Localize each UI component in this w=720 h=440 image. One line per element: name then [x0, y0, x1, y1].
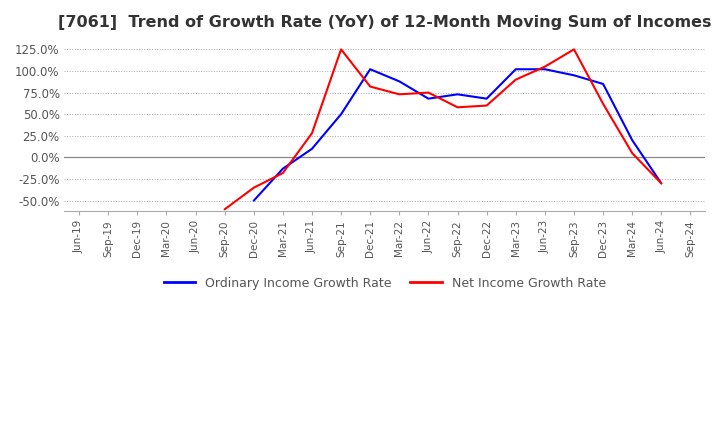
Line: Ordinary Income Growth Rate: Ordinary Income Growth Rate — [253, 69, 662, 201]
Ordinary Income Growth Rate — [424, 96, 433, 101]
Ordinary Income Growth Rate — [482, 96, 491, 101]
Net Income Growth Rate — [395, 92, 404, 97]
Net Income Growth Rate — [453, 105, 462, 110]
Net Income Growth Rate — [628, 150, 636, 156]
Ordinary Income Growth Rate — [337, 112, 346, 117]
Net Income Growth Rate — [511, 77, 520, 82]
Ordinary Income Growth Rate — [599, 81, 608, 87]
Net Income Growth Rate — [570, 47, 578, 52]
Ordinary Income Growth Rate — [453, 92, 462, 97]
Net Income Growth Rate — [541, 64, 549, 69]
Legend: Ordinary Income Growth Rate, Net Income Growth Rate: Ordinary Income Growth Rate, Net Income … — [159, 272, 611, 295]
Ordinary Income Growth Rate — [366, 66, 374, 72]
Ordinary Income Growth Rate — [249, 198, 258, 203]
Net Income Growth Rate — [279, 170, 287, 176]
Net Income Growth Rate — [337, 47, 346, 52]
Net Income Growth Rate — [366, 84, 374, 89]
Net Income Growth Rate — [657, 181, 666, 186]
Ordinary Income Growth Rate — [628, 138, 636, 143]
Net Income Growth Rate — [307, 131, 316, 136]
Net Income Growth Rate — [424, 90, 433, 95]
Ordinary Income Growth Rate — [541, 66, 549, 72]
Net Income Growth Rate — [220, 207, 229, 212]
Net Income Growth Rate — [249, 185, 258, 191]
Line: Net Income Growth Rate: Net Income Growth Rate — [225, 49, 662, 209]
Ordinary Income Growth Rate — [279, 166, 287, 171]
Ordinary Income Growth Rate — [395, 79, 404, 84]
Net Income Growth Rate — [599, 101, 608, 106]
Ordinary Income Growth Rate — [307, 146, 316, 151]
Net Income Growth Rate — [482, 103, 491, 108]
Ordinary Income Growth Rate — [511, 66, 520, 72]
Title: [7061]  Trend of Growth Rate (YoY) of 12-Month Moving Sum of Incomes: [7061] Trend of Growth Rate (YoY) of 12-… — [58, 15, 711, 30]
Ordinary Income Growth Rate — [570, 73, 578, 78]
Ordinary Income Growth Rate — [657, 181, 666, 186]
